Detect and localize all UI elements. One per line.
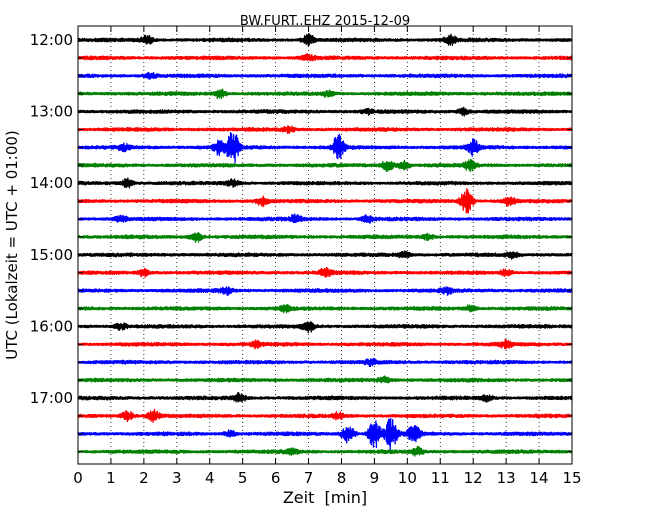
trace-line xyxy=(77,357,573,368)
chart-title: BW.FURT..EHZ 2015-12-09 xyxy=(240,14,410,29)
trace-line xyxy=(77,445,573,457)
trace-line xyxy=(77,321,573,334)
trace-line xyxy=(77,267,573,278)
plot-frame xyxy=(77,25,573,465)
x-tick-label: 9 xyxy=(370,469,380,487)
trace-line xyxy=(77,286,573,296)
trace-line xyxy=(77,417,573,452)
trace-line xyxy=(77,231,573,243)
trace-line xyxy=(77,188,573,214)
trace-line xyxy=(77,392,573,403)
x-tick-label: 8 xyxy=(337,469,347,487)
trace-line xyxy=(77,250,573,260)
trace-line xyxy=(77,177,573,189)
x-tick-label: 10 xyxy=(398,469,417,487)
trace-line xyxy=(77,213,573,224)
x-tick-label: 4 xyxy=(205,469,215,487)
x-tick-label: 13 xyxy=(497,469,516,487)
trace-line xyxy=(77,408,573,423)
y-tick-label: 14:00 xyxy=(30,174,73,192)
trace-line xyxy=(77,106,573,117)
trace-line xyxy=(77,124,573,135)
trace-line xyxy=(77,338,573,350)
y-tick-label: 17:00 xyxy=(30,389,73,407)
y-tick-label: 15:00 xyxy=(30,246,73,264)
trace-line xyxy=(77,158,573,172)
x-tick-label: 15 xyxy=(562,469,581,487)
trace-line xyxy=(77,32,573,47)
y-axis-label: UTC (Lokalzeit = UTC + 01:00) xyxy=(3,130,21,360)
trace-line xyxy=(77,375,573,384)
x-tick-label: 0 xyxy=(73,469,83,487)
y-tick-label: 16:00 xyxy=(30,317,73,335)
x-tick-label: 3 xyxy=(172,469,182,487)
x-tick-label: 14 xyxy=(530,469,549,487)
x-tick-label: 7 xyxy=(304,469,314,487)
trace-line xyxy=(77,303,573,314)
y-tick-label: 13:00 xyxy=(30,103,73,121)
trace-line xyxy=(77,53,573,62)
trace-line xyxy=(77,88,573,100)
x-tick-label: 12 xyxy=(464,469,483,487)
x-tick-label: 2 xyxy=(139,469,149,487)
seismogram-traces xyxy=(77,32,573,457)
x-axis-ticks: 0 1 2 3 4 5 6 7 8 9 10 11 12 13 14 15 xyxy=(73,26,582,487)
trace-line xyxy=(77,132,573,164)
trace-line xyxy=(77,71,573,80)
x-tick-label: 6 xyxy=(271,469,281,487)
y-axis-ticks: 12:00 13:00 14:00 15:00 16:00 17:00 xyxy=(30,31,572,453)
x-axis-label: Zeit [min] xyxy=(283,488,367,507)
x-tick-label: 11 xyxy=(431,469,450,487)
y-tick-label: 12:00 xyxy=(30,31,73,49)
x-tick-label: 5 xyxy=(238,469,248,487)
x-tick-label: 1 xyxy=(106,469,116,487)
